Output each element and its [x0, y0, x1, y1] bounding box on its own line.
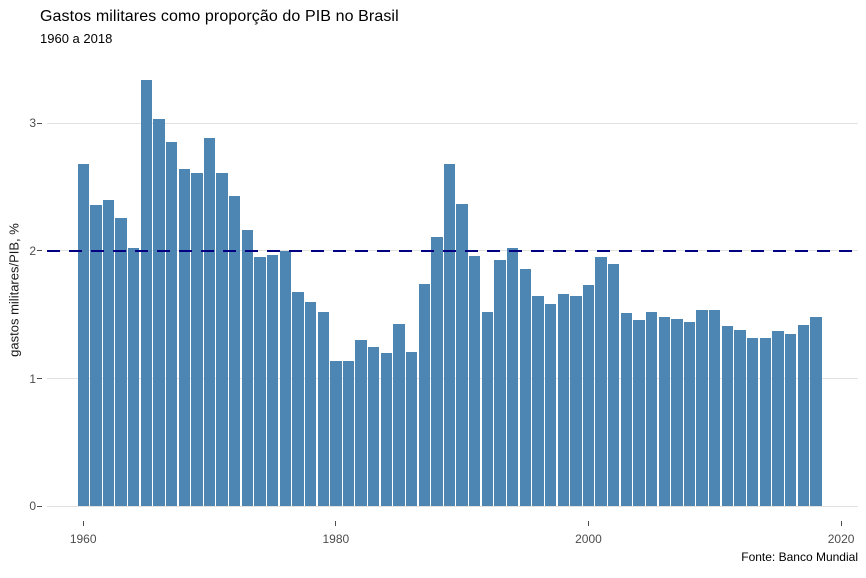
bar-1966: [153, 119, 165, 507]
y-tick-label-1: 1: [29, 371, 36, 386]
bar-1962: [102, 199, 115, 507]
bar-1987: [418, 284, 430, 507]
y-axis-title: gastos militares/PIB, %: [6, 223, 22, 357]
chart-title: Gastos militares como proporção do PIB n…: [40, 8, 399, 25]
bar-1973: [241, 230, 254, 507]
x-tick-label-1980: 1980: [322, 532, 350, 546]
bar-1992: [481, 312, 494, 507]
y-tick-mark-1: [37, 378, 42, 380]
bar-1983: [368, 346, 380, 507]
y-gridline-3: [47, 122, 858, 124]
bar-2018: [810, 317, 822, 507]
bar-1964: [128, 248, 140, 507]
x-tick-label-2020: 2020: [827, 532, 855, 546]
bar-2006: [658, 317, 670, 507]
x-tick-mark-2020: [840, 521, 842, 526]
bar-1968: [178, 169, 190, 507]
y-tick-label-0: 0: [29, 499, 36, 514]
bar-2005: [645, 312, 658, 507]
bar-1960: [77, 163, 89, 507]
y-tick-label-2: 2: [29, 243, 36, 258]
y-tick-label-3: 3: [29, 116, 36, 131]
bar-1988: [431, 236, 443, 507]
bar-2010: [709, 309, 721, 507]
bar-2000: [582, 285, 595, 507]
y-tick-mark-0: [37, 505, 42, 507]
bar-1998: [557, 294, 569, 507]
source-caption: Fonte: Banco Mundial: [741, 550, 858, 564]
bar-2009: [696, 309, 708, 507]
bar-2007: [671, 318, 683, 507]
bar-1984: [380, 353, 393, 507]
bar-1976: [279, 250, 291, 507]
bar-1997: [544, 304, 557, 507]
bar-2013: [746, 337, 759, 507]
x-tick-mark-1960: [82, 521, 84, 526]
y-tick-mark-2: [37, 250, 42, 252]
bar-1979: [317, 312, 329, 507]
bar-1995: [519, 268, 531, 507]
bar-2002: [608, 263, 620, 507]
bar-2004: [633, 319, 645, 507]
bar-1961: [90, 204, 102, 507]
bar-1974: [254, 257, 266, 507]
x-tick-mark-2000: [587, 521, 589, 526]
bar-2008: [683, 322, 696, 507]
bar-1994: [506, 248, 519, 507]
bar-1996: [532, 295, 544, 507]
x-tick-mark-1980: [335, 521, 337, 526]
bar-2003: [620, 313, 633, 507]
bar-1986: [405, 351, 418, 507]
bar-1965: [140, 79, 153, 507]
x-tick-label-2000: 2000: [575, 532, 602, 546]
bar-1999: [570, 295, 582, 507]
bar-1972: [229, 195, 241, 507]
bar-1967: [165, 142, 178, 507]
bar-2012: [734, 330, 746, 507]
bar-1991: [469, 255, 481, 507]
bar-1978: [304, 301, 317, 507]
bar-1980: [330, 360, 342, 507]
bar-1971: [216, 172, 228, 507]
bar-1975: [266, 254, 279, 507]
bar-2014: [759, 337, 772, 507]
bar-1981: [342, 360, 355, 507]
chart-subtitle: 1960 a 2018: [40, 31, 113, 46]
bar-2011: [721, 326, 734, 507]
bar-2001: [595, 257, 607, 507]
bar-1963: [115, 217, 127, 507]
bar-1990: [456, 203, 468, 507]
y-gridline-0: [47, 505, 858, 507]
y-tick-mark-3: [37, 122, 42, 124]
bar-2017: [797, 324, 809, 507]
bar-1989: [443, 163, 456, 507]
bar-2016: [784, 333, 797, 507]
bar-1985: [393, 323, 405, 507]
bar-1969: [191, 172, 203, 507]
reference-line: [47, 249, 858, 252]
bar-1982: [355, 340, 367, 507]
bar-1970: [203, 138, 216, 507]
x-tick-label-1960: 1960: [69, 532, 97, 546]
bar-1993: [494, 259, 506, 507]
bar-1977: [292, 291, 304, 507]
bar-2015: [772, 331, 784, 507]
